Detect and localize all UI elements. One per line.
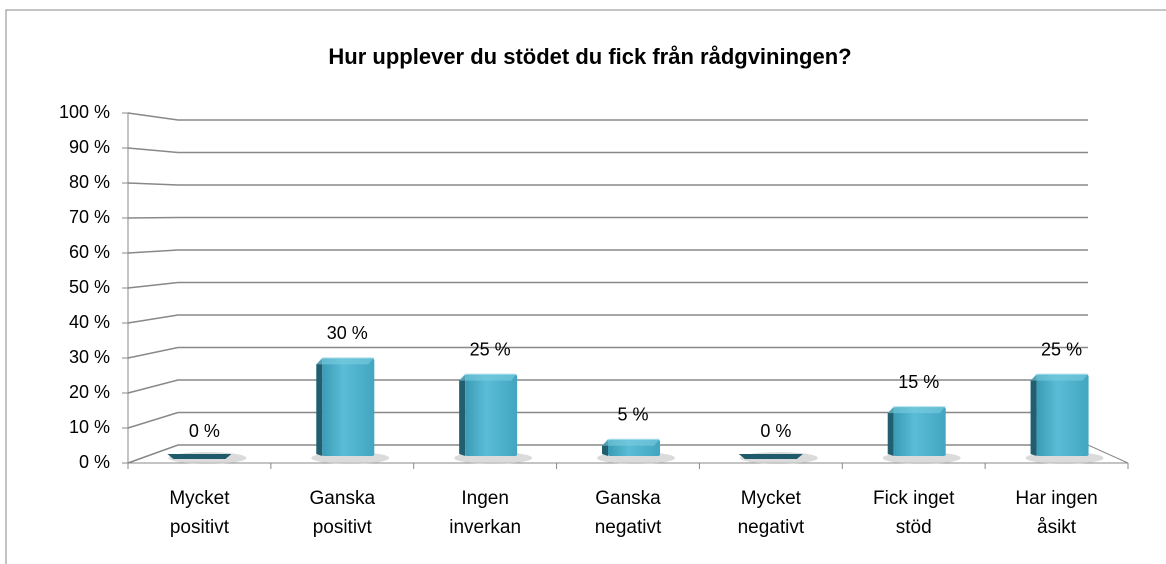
- y-tick-label: 100 %: [59, 102, 110, 122]
- data-label: 25 %: [470, 339, 511, 359]
- bar: [311, 357, 390, 464]
- y-tick-label: 10 %: [69, 417, 110, 437]
- grid-line: [127, 216, 1088, 219]
- bar: [882, 406, 961, 464]
- bar: [1025, 373, 1104, 464]
- y-tick-label: 30 %: [69, 347, 110, 367]
- data-label: 15 %: [898, 372, 939, 392]
- y-tick-label: 80 %: [69, 172, 110, 192]
- grid-line: [127, 281, 1088, 289]
- grid-line: [127, 444, 1088, 464]
- y-tick-label: 0 %: [79, 452, 110, 472]
- x-tick-label: Ganska negativt: [594, 488, 662, 538]
- bar: [167, 452, 247, 464]
- y-tick-label: 40 %: [69, 312, 110, 332]
- grid-line: [127, 379, 1088, 394]
- data-label: 0 %: [760, 421, 791, 441]
- x-tick-label: Fick inget stöd: [873, 488, 955, 538]
- x-tick-label: Ganska positivt: [309, 488, 376, 538]
- bar: [454, 373, 533, 464]
- grid-line: [127, 411, 1088, 429]
- data-label: 0 %: [189, 421, 220, 441]
- y-tick-label: 60 %: [69, 242, 110, 262]
- bar: [597, 438, 675, 464]
- grid-line: [127, 314, 1088, 324]
- data-label: 5 %: [617, 404, 648, 424]
- data-label: 30 %: [327, 323, 368, 343]
- grid-line: [127, 346, 1088, 359]
- y-tick-label: 90 %: [69, 137, 110, 157]
- grid-line: [127, 182, 1088, 186]
- grid-line: [127, 112, 1088, 121]
- x-tick-label: Har ingen åsikt: [1015, 488, 1098, 538]
- y-tick-label: 70 %: [69, 207, 110, 227]
- bar: [738, 452, 818, 464]
- chart-border: [5, 9, 1166, 564]
- y-tick-label: 50 %: [69, 277, 110, 297]
- grid-line: [127, 249, 1088, 254]
- chart-title: Hur upplever du stödet du fick från rådg…: [328, 44, 851, 69]
- grid-line: [127, 147, 1088, 154]
- data-label: 25 %: [1041, 339, 1082, 359]
- x-tick-label: Mycket negativt: [737, 488, 805, 538]
- x-tick-label: Ingen inverkan: [449, 488, 522, 538]
- y-tick-label: 20 %: [69, 382, 110, 402]
- x-tick-label: Mycket positivt: [169, 488, 230, 538]
